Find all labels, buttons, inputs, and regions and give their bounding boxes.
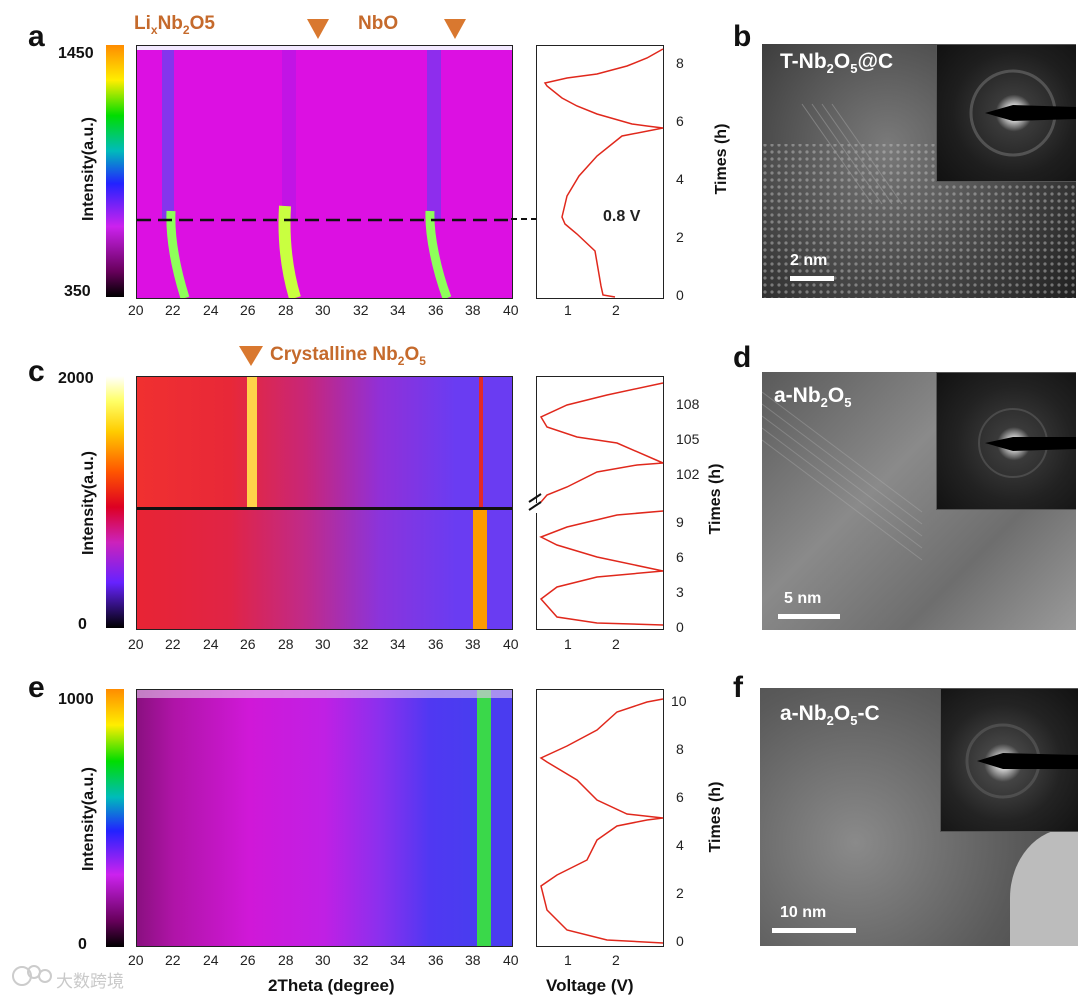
colorbar-label-a: Intensity(a.u.) <box>80 117 97 222</box>
annotation-crystalline: Crystalline Nb2O5 <box>270 344 426 368</box>
colorbar-a <box>106 45 124 297</box>
tem-image-b: T-Nb2O5@C 2 nm <box>762 44 1076 298</box>
tem-label-f: a-Nb2O5-C <box>780 702 880 729</box>
panel-letter-c: c <box>28 355 45 388</box>
triangle-markers-a <box>307 19 466 39</box>
xlabel-2theta: 2Theta (degree) <box>268 976 395 995</box>
heatmap-a <box>136 45 513 299</box>
panel-letter-d: d <box>733 341 752 374</box>
volt-axis-c: 1 2 <box>564 636 620 652</box>
panel-letter-e: e <box>28 671 45 704</box>
colorbar-max-c: 2000 <box>58 370 94 387</box>
time-axis-c: 108 105 102 9 6 3 0 <box>676 396 700 635</box>
colorbar-label-c: Intensity(a.u.) <box>80 451 97 556</box>
time-label-a: Times (h) <box>713 123 730 195</box>
tem-image-d: a-Nb2O5 5 nm <box>762 372 1076 630</box>
scale-label-b: 2 nm <box>790 252 828 269</box>
colorbar-c <box>106 376 124 628</box>
colorbar-min-c: 0 <box>78 616 87 633</box>
heatmap-c <box>136 376 513 630</box>
triangle-marker-icon <box>444 19 466 39</box>
colorbar-e <box>106 689 124 947</box>
scale-bar-f <box>772 928 856 933</box>
watermark-logo-icon <box>12 965 52 986</box>
voltage-plot-c <box>531 376 664 630</box>
tem-label-d: a-Nb2O5 <box>774 384 852 411</box>
time-label-e: Times (h) <box>707 781 724 853</box>
colorbar-min-e: 0 <box>78 936 87 953</box>
axis-break-icon <box>528 493 542 511</box>
voltage-plot-e <box>536 689 664 947</box>
diffraction-inset-b <box>936 44 1076 182</box>
colorbar-min-a: 350 <box>64 283 91 300</box>
colorbar-max-a: 1450 <box>58 45 94 62</box>
watermark-text: 大数跨境 <box>56 972 124 991</box>
volt-axis-e: 1 2 <box>564 952 620 968</box>
colorbar-max-e: 1000 <box>58 691 94 708</box>
panel-letter-a: a <box>28 20 45 53</box>
scale-bar-b <box>790 276 834 281</box>
panel-letter-f: f <box>733 671 743 704</box>
xaxis-e: 20 22 24 26 28 30 32 34 36 38 40 <box>128 952 519 968</box>
scale-label-d: 5 nm <box>784 590 822 607</box>
heatmap-e <box>136 689 513 947</box>
xaxis-c: 20 22 24 26 28 30 32 34 36 38 40 <box>128 636 519 652</box>
diffraction-inset-d <box>936 372 1076 510</box>
time-axis-a: 0 2 4 6 8 <box>676 55 684 303</box>
panel-letter-b: b <box>733 20 752 53</box>
triangle-marker-c <box>239 346 263 366</box>
tem-label-b: T-Nb2O5@C <box>780 50 894 77</box>
annotation-0-8v: 0.8 V <box>603 208 641 225</box>
xlabel-voltage: Voltage (V) <box>546 976 634 995</box>
triangle-marker-icon <box>307 19 329 39</box>
tem-image-f: a-Nb2O5-C 10 nm <box>760 688 1078 946</box>
scale-bar-d <box>778 614 840 619</box>
voltage-plot-a <box>536 45 664 299</box>
diffraction-inset-f <box>940 688 1078 832</box>
triangle-marker-icon <box>239 346 263 366</box>
time-label-c: Times (h) <box>707 463 724 535</box>
annotation-lixnb2o5: LixNb2O5 <box>134 13 215 37</box>
volt-axis-a: 1 2 <box>564 302 620 318</box>
scale-label-f: 10 nm <box>780 904 827 921</box>
annotation-nbo: NbO <box>358 13 399 34</box>
colorbar-label-e: Intensity(a.u.) <box>80 767 97 872</box>
xaxis-a: 20 22 24 26 28 30 32 34 36 38 40 <box>128 302 519 318</box>
time-axis-e: 0 2 4 6 8 10 <box>671 693 687 949</box>
